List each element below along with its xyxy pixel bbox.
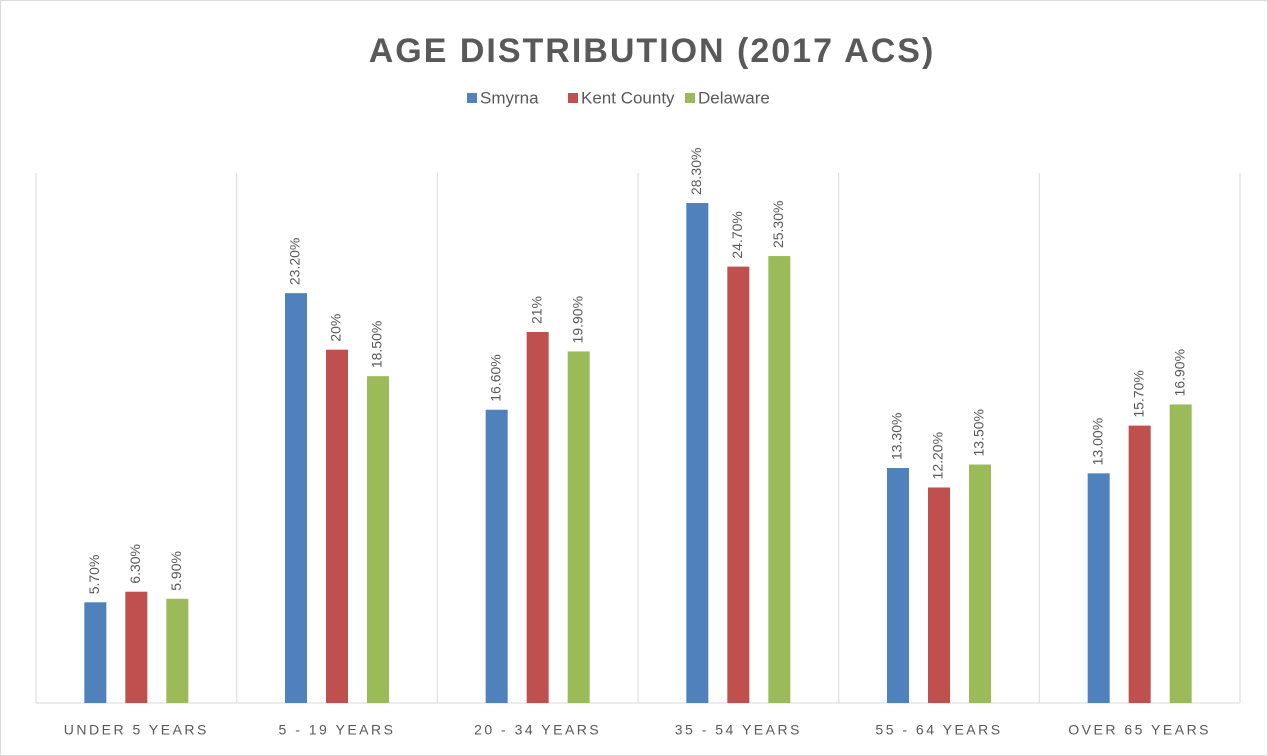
- data-label: 19.90%: [569, 296, 585, 343]
- bar: [367, 376, 389, 703]
- legend-swatch: [568, 93, 578, 103]
- legend-label: Delaware: [698, 88, 770, 107]
- data-label: 6.30%: [127, 544, 143, 584]
- data-label: 12.20%: [930, 432, 946, 479]
- data-label: 24.70%: [729, 211, 745, 258]
- bar: [727, 266, 750, 703]
- bar: [485, 409, 508, 703]
- bar: [1087, 473, 1110, 703]
- bar: [285, 293, 307, 703]
- bar: [969, 464, 991, 703]
- bar: [326, 349, 348, 703]
- data-label: 15.70%: [1130, 370, 1146, 417]
- bar: [567, 351, 590, 703]
- data-label: 13.50%: [971, 409, 987, 456]
- legend-swatch: [685, 93, 695, 103]
- bar: [768, 256, 791, 703]
- x-tick-label: UNDER 5 YEARS: [64, 722, 209, 738]
- bar: [1169, 404, 1192, 703]
- x-tick-label: 20 - 34 YEARS: [474, 722, 601, 738]
- data-label: 16.90%: [1171, 349, 1187, 396]
- x-tick-label: OVER 65 YEARS: [1068, 722, 1211, 738]
- bar: [887, 468, 909, 703]
- bar: [686, 203, 709, 704]
- legend-label: Kent County: [581, 88, 675, 107]
- data-label: 5.70%: [86, 555, 102, 595]
- data-label: 13.00%: [1089, 418, 1105, 465]
- bar: [928, 487, 950, 703]
- bar: [1128, 425, 1151, 703]
- data-label: 16.60%: [487, 354, 503, 401]
- data-label: 28.30%: [688, 148, 704, 195]
- bar: [125, 591, 148, 703]
- legend-label: Smyrna: [480, 88, 539, 107]
- data-label: 25.30%: [770, 201, 786, 248]
- data-label: 20%: [328, 314, 344, 342]
- data-label: 5.90%: [168, 551, 184, 591]
- data-label: 18.50%: [369, 321, 385, 368]
- x-tick-label: 55 - 64 YEARS: [875, 722, 1002, 738]
- legend-swatch: [467, 93, 477, 103]
- chart-title: AGE DISTRIBUTION (2017 ACS): [369, 32, 936, 70]
- bar: [84, 602, 107, 703]
- data-label: 21%: [528, 296, 544, 324]
- data-label: 23.20%: [287, 238, 303, 285]
- data-label: 13.30%: [889, 413, 905, 460]
- x-tick-label: 5 - 19 YEARS: [279, 722, 396, 738]
- bar: [526, 332, 549, 703]
- x-tick-label: 35 - 54 YEARS: [675, 722, 802, 738]
- bar: [166, 598, 189, 703]
